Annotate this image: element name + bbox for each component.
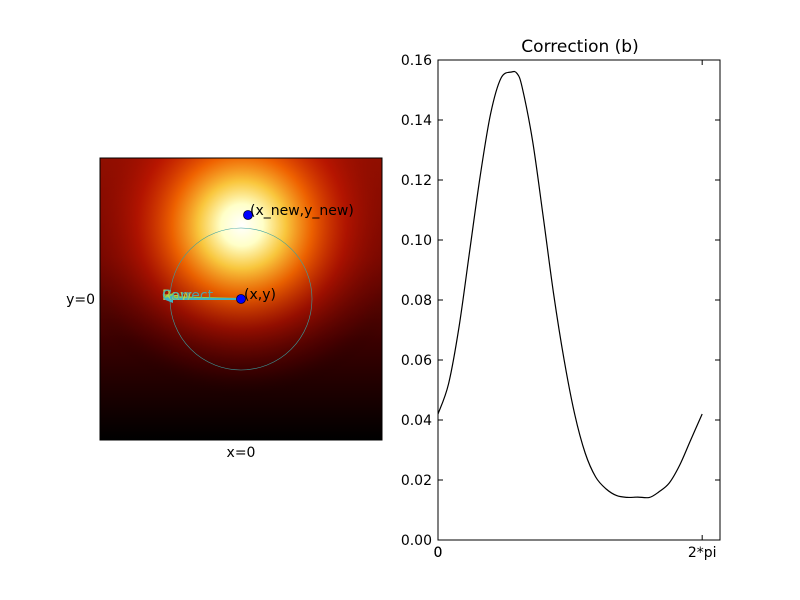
arrow-raw-label: Raw: [162, 288, 191, 304]
series-line: [437, 70, 703, 499]
point-new-label: (x_new,y_new): [250, 203, 354, 219]
x-tick-label: 0: [434, 545, 443, 561]
heatmap-xlabel: x=0: [227, 445, 256, 461]
y-tick-label: 0.02: [401, 473, 432, 489]
correct-arrow-head-icon: [163, 295, 173, 303]
y-tick-label: 0.08: [401, 293, 432, 309]
y-tick-label: 0.06: [401, 353, 432, 369]
y-tick-label: 0.10: [401, 233, 432, 249]
point-new: [243, 210, 253, 220]
y-tick-label: 0.12: [401, 173, 432, 189]
heatmap-frame: [99, 157, 383, 441]
y-tick-label: 0.14: [401, 113, 432, 129]
y-tick-label: 0.04: [401, 413, 432, 429]
y-tick-label: 0.16: [401, 53, 432, 69]
x-tick-label: 2*pi: [688, 545, 717, 561]
point-original-label: (x,y): [244, 287, 276, 303]
arrow-correct-label: Correct: [162, 288, 214, 304]
y-tick-label: 0.00: [401, 533, 432, 549]
heatmap-panel: Raw Correct (x,y) (x_new,y_new) x=0 y=0: [66, 157, 383, 461]
x-ticks: 00 2*pi: [434, 60, 717, 561]
line-chart-title: Correction (b): [521, 37, 638, 57]
point-original: [236, 294, 246, 304]
line-chart-panel: Correction (b) 0.000.020.040.060.080.100…: [401, 37, 721, 561]
heatmap-ylabel: y=0: [66, 292, 95, 308]
y-ticks: 0.00 0.02 0.04 0.06 0.08 0.10 0.12 0.14 0.16: [401, 53, 720, 549]
x-tick-label: 0: [434, 545, 443, 561]
